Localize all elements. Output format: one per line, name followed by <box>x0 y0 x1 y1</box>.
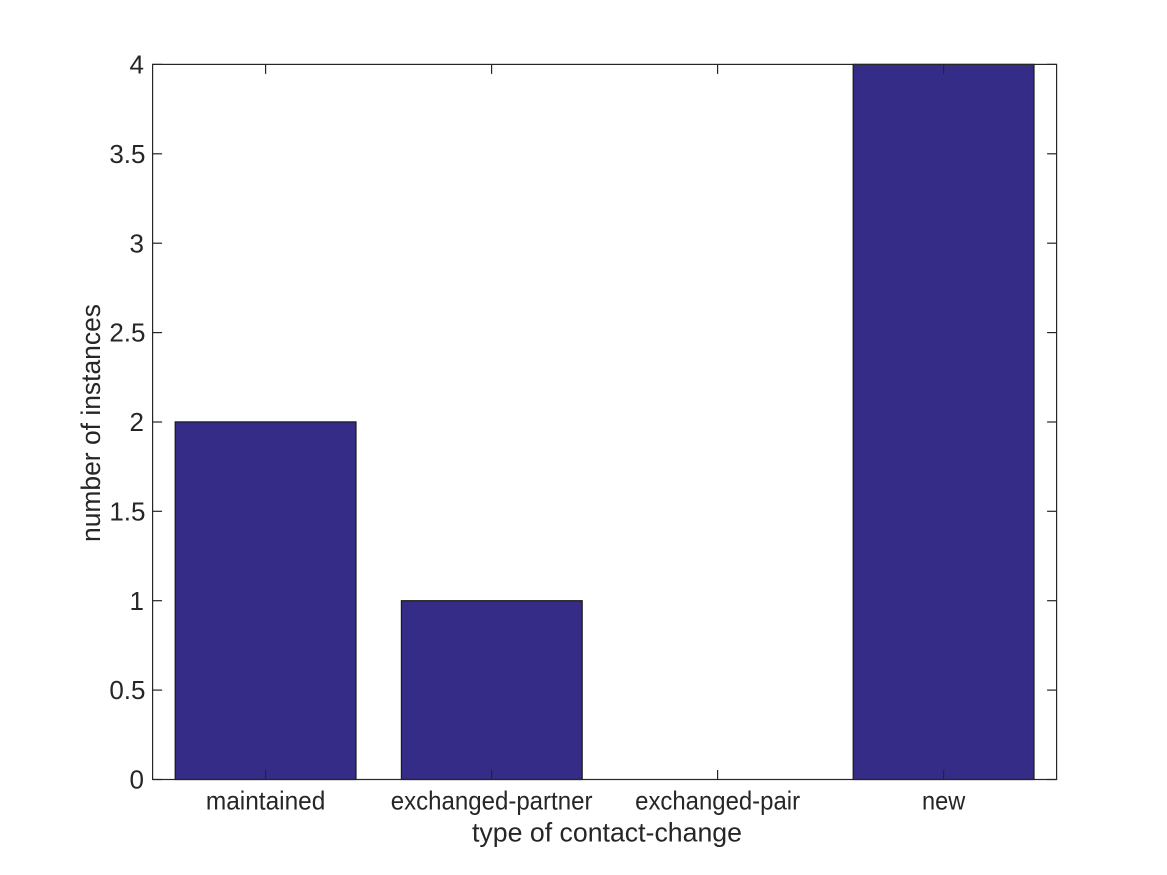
svg-text:0: 0 <box>130 765 144 795</box>
svg-text:3.5: 3.5 <box>109 139 145 169</box>
svg-text:number of instances: number of instances <box>76 304 106 542</box>
svg-text:2.5: 2.5 <box>109 318 145 348</box>
svg-text:0.5: 0.5 <box>109 675 145 705</box>
svg-text:4: 4 <box>130 50 144 80</box>
svg-text:exchanged-partner: exchanged-partner <box>391 786 593 816</box>
svg-text:2: 2 <box>130 407 144 437</box>
svg-text:new: new <box>922 786 965 816</box>
svg-text:maintained: maintained <box>206 786 326 816</box>
svg-text:3: 3 <box>130 228 144 258</box>
svg-text:type of contact-change: type of contact-change <box>472 817 742 847</box>
svg-text:1.5: 1.5 <box>109 496 145 526</box>
svg-text:exchanged-pair: exchanged-pair <box>635 786 800 816</box>
svg-text:1: 1 <box>130 586 144 616</box>
